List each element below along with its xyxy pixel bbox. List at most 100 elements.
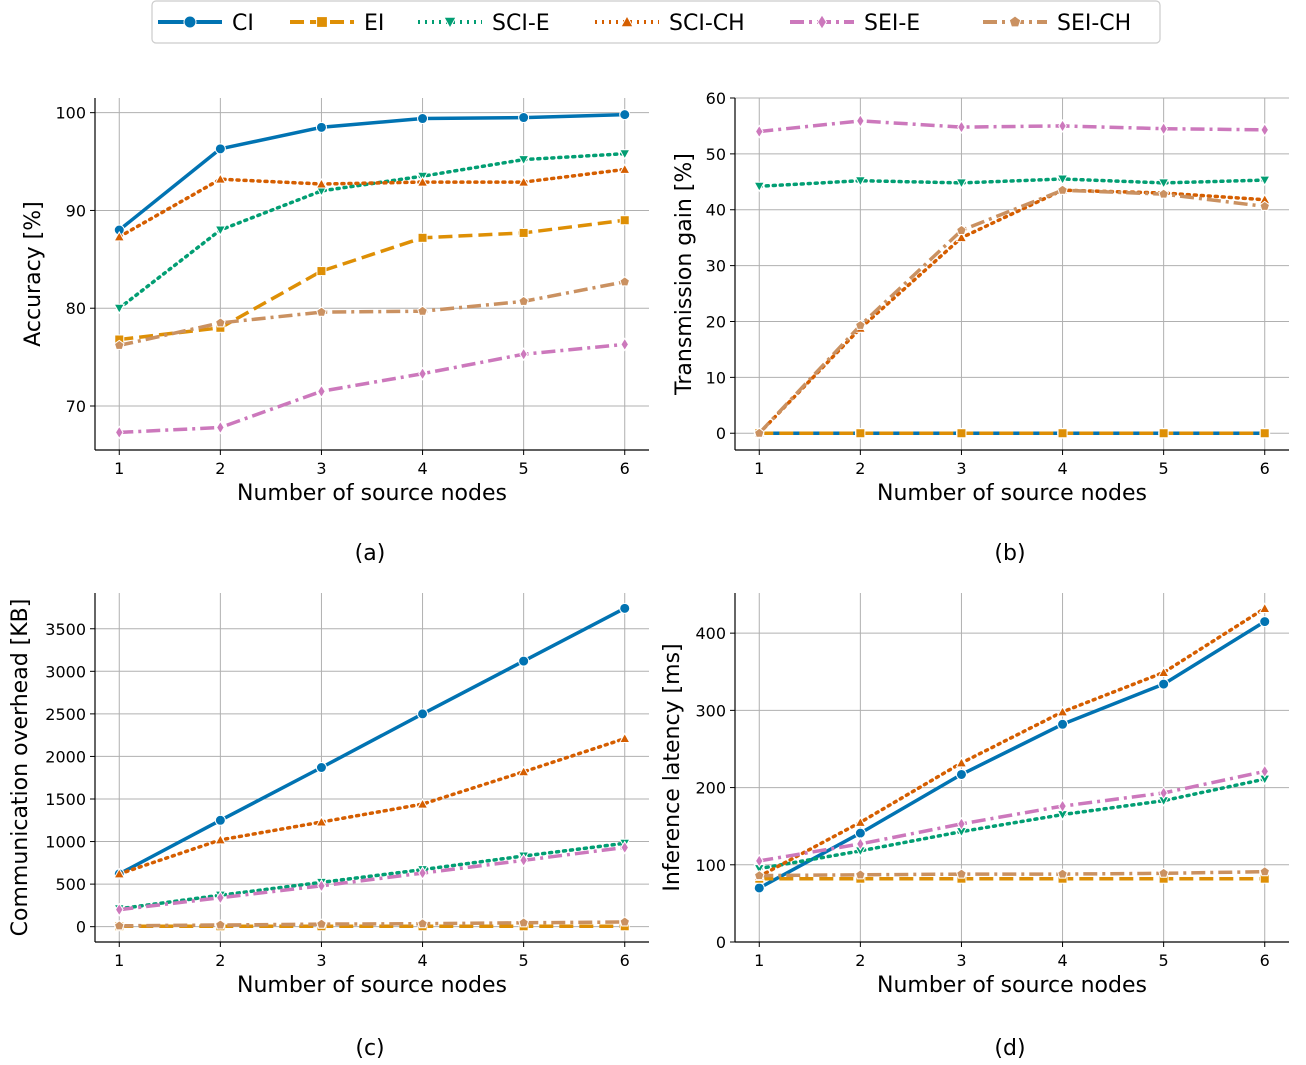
series-line-sci-ch — [117, 167, 627, 239]
series-line-sci-e — [117, 841, 627, 911]
point-ci — [315, 121, 327, 133]
y-tick-label: 400 — [695, 624, 726, 643]
point-ci — [854, 827, 866, 839]
panel-caption: (a) — [355, 541, 386, 566]
point-sei-e — [1159, 121, 1168, 136]
legend: CI EI SCI-E SCI-CH SEI-E SEI-CH — [151, 0, 1161, 44]
point-sci-e — [214, 225, 227, 237]
series-line-sci-e — [757, 177, 1267, 189]
x-tick-label: 3 — [956, 459, 966, 478]
legend-label-sei-ch: SEI-CH — [1057, 11, 1131, 36]
point-sci-ch — [1056, 705, 1069, 717]
point-sci-ch — [517, 176, 530, 187]
series-line-sei-e — [759, 119, 1265, 134]
point-sei-ch — [619, 916, 631, 927]
point-ci — [1057, 718, 1069, 730]
point-ei — [1057, 428, 1068, 439]
series-line-sei-e — [119, 342, 625, 435]
point-sei-e — [519, 347, 528, 362]
y-tick-label: 300 — [695, 701, 726, 720]
point-sei-ch — [215, 919, 226, 930]
series-line-ci — [118, 112, 625, 232]
y-tick-label: 70 — [66, 397, 86, 416]
x-tick-label: 5 — [1159, 459, 1169, 478]
y-axis-label: Communication overhead [KB] — [8, 599, 33, 937]
legend-marker-ei — [316, 16, 328, 28]
point-sei-e — [317, 878, 326, 893]
legend-marker-ci — [183, 15, 197, 29]
point-sci-ch — [214, 833, 227, 845]
panel-d: 1 2 3 4 5 6 0 100 200 300 400 Number of source node… — [660, 593, 1289, 1061]
point-sei-ch — [753, 427, 765, 438]
legend-label-sci-ch: SCI-CH — [669, 11, 745, 36]
y-tick-label: 0 — [716, 424, 726, 443]
point-sei-e — [754, 853, 764, 868]
point-sei-ch — [1259, 866, 1271, 877]
point-sei-e — [418, 866, 427, 880]
series-line-sei-ch — [758, 188, 1265, 435]
point-sei-ch — [316, 918, 327, 929]
x-axis-label: Number of source nodes — [237, 973, 507, 998]
point-sci-e — [113, 303, 126, 315]
point-sei-ch — [619, 276, 631, 287]
legend-marker-sci-e — [443, 16, 457, 30]
series-line-sei-e — [119, 845, 625, 912]
point-ei — [518, 227, 529, 238]
legend-frame — [151, 0, 1161, 44]
x-tick-label: 1 — [114, 951, 124, 970]
panel-a: 1 2 3 4 5 6 70 80 90 100 Number of source nodes Acc… — [21, 98, 649, 566]
point-sei-ch — [1158, 867, 1169, 878]
x-tick-label: 3 — [956, 951, 966, 970]
point-ci — [1158, 678, 1170, 690]
point-sei-ch — [1259, 200, 1271, 211]
point-sci-e — [618, 149, 631, 160]
point-sei-e — [856, 836, 865, 851]
point-sei-ch — [518, 295, 529, 306]
point-sci-ch — [113, 867, 126, 879]
y-tick-label: 10 — [706, 368, 726, 387]
point-ci — [619, 109, 631, 121]
legend-marker-sei-e — [816, 13, 828, 31]
y-tick-label: 0 — [76, 918, 86, 937]
legend-label-ci: CI — [232, 11, 254, 36]
point-sei-e — [957, 120, 966, 134]
point-sei-e — [216, 890, 225, 905]
point-sci-e — [1258, 175, 1271, 187]
x-tick-label: 1 — [754, 459, 764, 478]
point-ci — [753, 882, 765, 894]
point-sei-ch — [855, 319, 866, 330]
point-sei-ch — [1057, 868, 1068, 879]
y-axis-label: Inference latency [ms] — [660, 643, 685, 891]
x-tick-label: 1 — [754, 951, 764, 970]
point-sci-ch — [618, 163, 631, 174]
point-sei-e — [957, 816, 966, 831]
y-tick-label: 500 — [55, 875, 86, 894]
point-sei-e — [114, 425, 124, 440]
point-sei-ch — [956, 868, 967, 879]
x-tick-label: 6 — [1260, 951, 1270, 970]
point-ei — [1259, 428, 1270, 439]
point-sei-e — [418, 366, 427, 381]
y-tick-label: 2000 — [45, 747, 86, 766]
point-sei-e — [114, 902, 124, 917]
point-sei-e — [317, 384, 326, 399]
point-sei-ch — [855, 869, 866, 880]
point-sci-ch — [214, 173, 227, 184]
point-ei — [956, 428, 967, 439]
x-tick-label: 4 — [1057, 459, 1067, 478]
point-sci-e — [955, 178, 968, 189]
panel-caption: (c) — [355, 1036, 384, 1061]
point-sei-e — [1058, 118, 1067, 133]
point-ci — [1259, 616, 1271, 628]
point-sei-ch — [417, 918, 428, 929]
series-line-ci — [118, 606, 626, 876]
y-tick-label: 1500 — [45, 790, 86, 809]
point-sci-ch — [1157, 666, 1170, 678]
series-line-ei — [119, 218, 625, 342]
y-tick-label: 3000 — [45, 662, 86, 681]
point-sci-ch — [113, 230, 126, 242]
x-tick-label: 6 — [620, 459, 630, 478]
y-tick-label: 0 — [716, 933, 726, 952]
point-ci — [417, 113, 429, 125]
panel-caption: (d) — [994, 1036, 1025, 1061]
